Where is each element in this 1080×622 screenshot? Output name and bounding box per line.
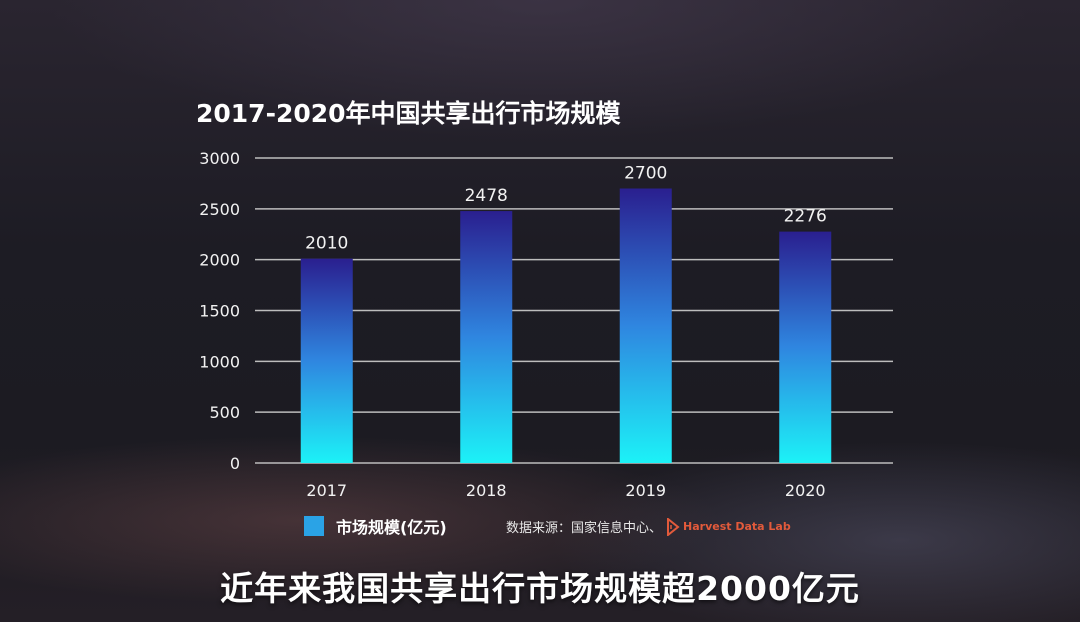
data-source: 数据来源：国家信息中心、 Harvest Data Lab	[506, 517, 791, 536]
chart-title: 2017-2020年中国共享出行市场规模	[196, 99, 621, 128]
bar-value-label: 2010	[305, 234, 348, 254]
y-tick-label: 500	[209, 403, 240, 422]
bar-value-label: 2700	[624, 164, 667, 184]
source-brand: Harvest Data Lab	[683, 520, 791, 533]
y-tick-label: 0	[230, 454, 240, 473]
harvest-logo-icon	[667, 517, 680, 536]
x-tick-label: 2018	[466, 481, 507, 500]
x-tick-label: 2019	[625, 481, 666, 500]
bar-value-label: 2478	[465, 186, 508, 206]
y-tick-label: 2000	[199, 251, 240, 270]
y-tick-label: 3000	[199, 149, 240, 168]
bar	[460, 211, 513, 463]
source-prefix: 数据来源：国家信息中心、	[506, 521, 663, 536]
subtitle-caption: 近年来我国共享出行市场规模超2000亿元	[220, 569, 860, 608]
legend-label: 市场规模(亿元)	[336, 518, 447, 537]
legend: 市场规模(亿元)	[304, 514, 447, 538]
legend-swatch	[304, 516, 324, 536]
bar	[300, 258, 353, 463]
bar	[619, 188, 672, 463]
y-tick-label: 1000	[199, 352, 240, 371]
y-tick-label: 1500	[199, 302, 240, 321]
y-tick-label: 2500	[199, 200, 240, 219]
bar	[779, 231, 832, 463]
bar-value-label: 2276	[784, 207, 827, 227]
x-tick-label: 2017	[306, 481, 347, 500]
x-tick-label: 2020	[785, 481, 826, 500]
